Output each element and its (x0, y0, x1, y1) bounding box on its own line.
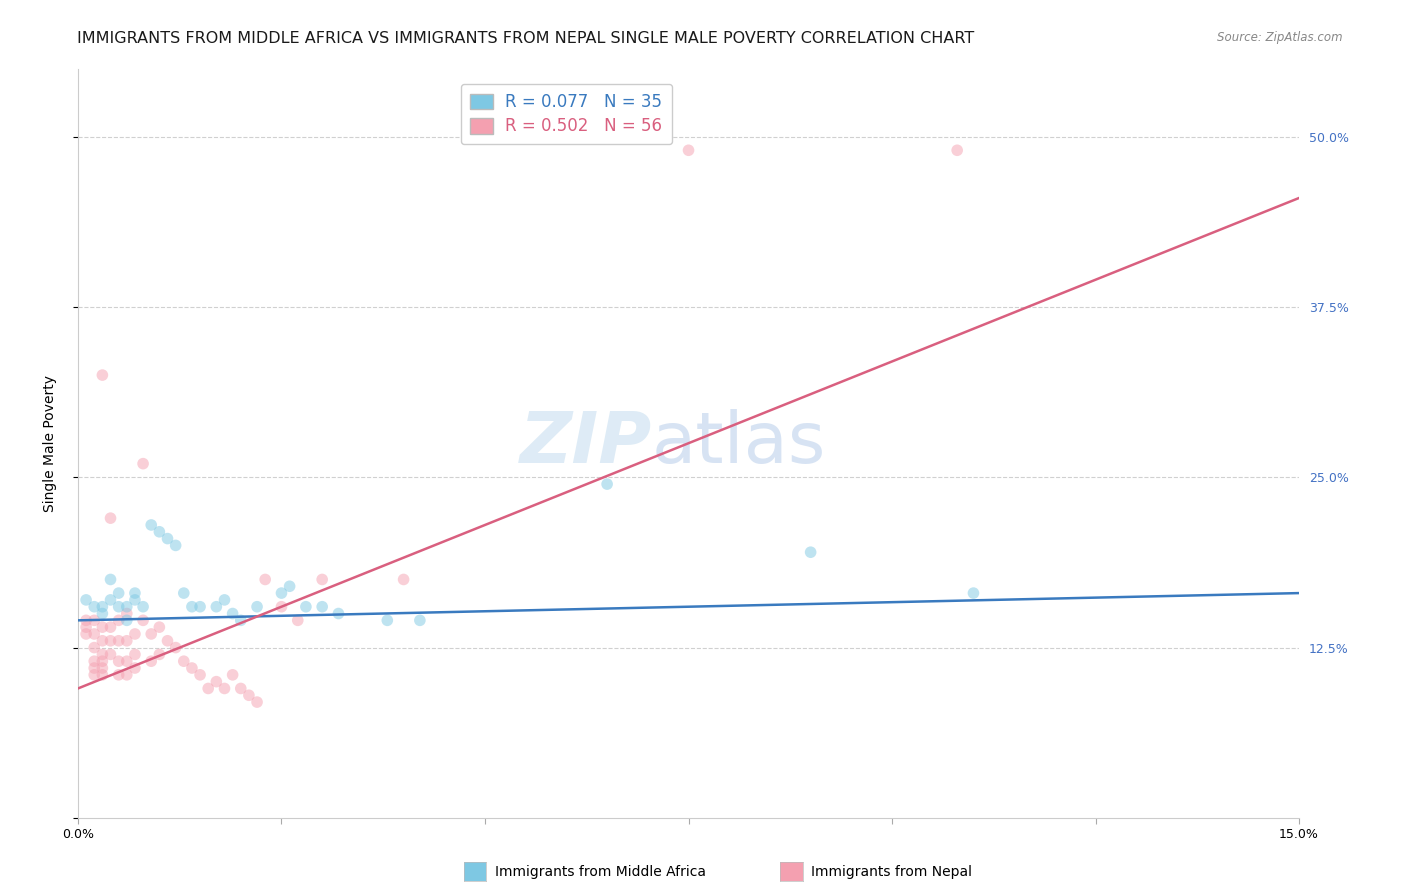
Point (107, 613, 129, 627)
Point (238, 688, 260, 702)
Point (246, 599, 269, 614)
Y-axis label: Single Male Poverty: Single Male Poverty (44, 375, 58, 512)
Point (91, 620, 114, 634)
Point (295, 599, 318, 614)
Point (165, 640, 187, 655)
Point (124, 627, 146, 641)
Point (375, 613, 398, 627)
Point (221, 607, 243, 621)
Point (156, 532, 179, 546)
Point (115, 613, 138, 627)
Point (800, 545, 823, 559)
Point (596, 477, 619, 491)
Point (91, 654, 114, 668)
Point (100, 620, 122, 634)
Point (107, 668, 129, 682)
Text: Immigrants from Middle Africa: Immigrants from Middle Africa (495, 865, 706, 880)
Point (91, 633, 114, 648)
Point (205, 599, 228, 614)
Point (107, 633, 129, 648)
Point (115, 668, 138, 682)
Point (115, 599, 138, 614)
Point (75, 613, 97, 627)
Point (91, 607, 114, 621)
Point (173, 586, 195, 600)
Point (229, 681, 252, 696)
Point (148, 524, 170, 539)
Point (115, 654, 138, 668)
Text: atlas: atlas (652, 409, 827, 478)
Point (75, 627, 97, 641)
Point (392, 573, 415, 587)
Point (83, 654, 105, 668)
Point (75, 593, 97, 607)
Point (148, 648, 170, 662)
Text: IMMIGRANTS FROM MIDDLE AFRICA VS IMMIGRANTS FROM NEPAL SINGLE MALE POVERTY CORRE: IMMIGRANTS FROM MIDDLE AFRICA VS IMMIGRA… (77, 31, 974, 46)
Point (678, 143, 700, 157)
Point (83, 640, 105, 655)
Point (124, 648, 146, 662)
Point (270, 599, 292, 614)
Point (83, 668, 105, 682)
Point (188, 599, 211, 614)
Point (91, 661, 114, 675)
Point (156, 633, 179, 648)
Point (254, 573, 277, 587)
Point (214, 593, 236, 607)
Point (328, 607, 350, 621)
Point (962, 586, 984, 600)
Point (107, 586, 129, 600)
Point (83, 613, 105, 627)
Point (100, 593, 122, 607)
Point (75, 620, 97, 634)
Point (100, 573, 122, 587)
Point (83, 627, 105, 641)
Point (188, 668, 211, 682)
Text: Source: ZipAtlas.com: Source: ZipAtlas.com (1218, 31, 1343, 45)
Point (221, 668, 243, 682)
Point (165, 538, 187, 552)
Point (100, 648, 122, 662)
Point (229, 613, 252, 627)
Point (278, 579, 301, 593)
Point (124, 586, 146, 600)
Point (197, 681, 219, 696)
Point (115, 607, 138, 621)
Point (311, 573, 333, 587)
Point (205, 674, 228, 689)
Point (83, 599, 105, 614)
Point (124, 661, 146, 675)
Point (91, 648, 114, 662)
Point (409, 613, 432, 627)
Point (124, 593, 146, 607)
Point (181, 661, 204, 675)
Point (214, 681, 236, 696)
Point (148, 620, 170, 634)
Point (107, 599, 129, 614)
Point (91, 368, 114, 382)
Point (132, 599, 155, 614)
Point (141, 627, 163, 641)
Point (246, 695, 269, 709)
Point (107, 654, 129, 668)
Point (173, 654, 195, 668)
Point (141, 518, 163, 533)
Text: ZIP: ZIP (520, 409, 652, 478)
Point (270, 586, 292, 600)
Point (100, 633, 122, 648)
Point (83, 661, 105, 675)
Point (181, 599, 204, 614)
Point (946, 143, 969, 157)
Point (132, 613, 155, 627)
Text: Immigrants from Nepal: Immigrants from Nepal (811, 865, 973, 880)
Point (91, 668, 114, 682)
Point (311, 599, 333, 614)
Point (100, 511, 122, 525)
Point (287, 613, 309, 627)
Point (91, 599, 114, 614)
Legend: R = 0.077   N = 35, R = 0.502   N = 56: R = 0.077 N = 35, R = 0.502 N = 56 (461, 84, 672, 145)
Point (115, 633, 138, 648)
Point (132, 457, 155, 471)
Point (141, 654, 163, 668)
